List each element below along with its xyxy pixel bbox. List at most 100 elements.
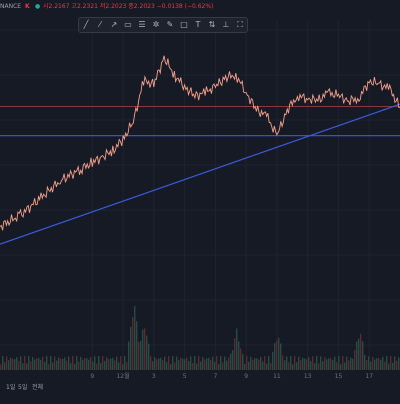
volume-bar	[244, 363, 246, 370]
range-1d[interactable]: 1일	[6, 384, 16, 391]
volume-bar	[186, 357, 188, 370]
volume-bar	[110, 358, 112, 370]
volume-bar	[260, 356, 262, 370]
volume-bar	[202, 356, 204, 370]
volume-bar	[300, 360, 302, 370]
horizontal-line-icon[interactable]: ⁄	[99, 20, 101, 29]
volume-bar	[294, 356, 296, 370]
volume-bar	[366, 360, 368, 370]
measure-icon[interactable]: ⊥	[222, 20, 230, 29]
text-icon[interactable]: T	[195, 20, 201, 29]
parallel-channel-icon[interactable]: ▭	[124, 20, 132, 29]
volume-bar	[146, 335, 148, 370]
volume-bar	[384, 361, 386, 370]
volume-bar	[288, 362, 290, 370]
fib-retracement-icon[interactable]: ☰	[138, 20, 146, 29]
volume-bar	[342, 356, 344, 370]
volume-bar	[284, 360, 286, 370]
volume-bar	[258, 359, 260, 370]
volume-bar	[392, 362, 394, 370]
volume-bar	[176, 356, 178, 370]
volume-bar	[254, 357, 256, 370]
volume-bar	[394, 356, 396, 370]
volume-bar	[126, 362, 128, 370]
volume-bar	[90, 356, 92, 370]
volume-bar	[220, 356, 222, 370]
volume-bar	[8, 360, 10, 370]
fullscreen-icon[interactable]: ⛶	[237, 20, 243, 29]
volume-bar	[84, 358, 86, 370]
volume-bar	[340, 364, 342, 370]
range-selector: 1일 5일 전체	[0, 382, 60, 394]
volume-bar	[54, 356, 56, 370]
volume-bar	[232, 349, 234, 370]
volume-bar	[250, 356, 252, 370]
volume-bar	[34, 359, 36, 370]
volume-bar	[318, 363, 320, 370]
volume-bar	[368, 356, 370, 370]
volume-bar	[268, 356, 270, 370]
trendline-icon[interactable]: ╱	[83, 20, 89, 29]
brush-icon[interactable]: ✎	[166, 20, 174, 29]
volume-bar	[72, 356, 74, 370]
range-all[interactable]: 전체	[32, 384, 44, 391]
volume-bar	[12, 358, 14, 370]
volume-bar	[336, 362, 338, 370]
volume-bar	[302, 357, 304, 370]
volume-bar	[252, 359, 254, 370]
volume-bar	[286, 356, 288, 370]
volume-bar	[314, 363, 316, 370]
volume-bar	[156, 359, 158, 370]
volume-bar	[94, 356, 96, 370]
volume-bar	[20, 356, 22, 370]
pattern-icon[interactable]: ✲	[152, 20, 160, 29]
ray-icon[interactable]: ↗	[110, 20, 118, 29]
volume-bar	[324, 357, 326, 370]
x-tick-label: 12월	[116, 372, 129, 380]
volume-bar	[86, 358, 88, 370]
volume-bar	[116, 356, 118, 370]
volume-bar	[150, 356, 152, 370]
long-position-icon[interactable]: ⇅	[208, 20, 216, 29]
volume-bar	[312, 356, 314, 370]
volume-bar	[362, 341, 364, 370]
volume-bar	[334, 356, 336, 370]
volume-bar	[306, 359, 308, 370]
volume-bar	[376, 358, 378, 370]
volume-bar	[264, 356, 266, 370]
volume-bar	[152, 361, 154, 370]
volume-bar	[142, 329, 144, 370]
volume-bar	[124, 356, 126, 370]
volume-bar	[130, 326, 132, 370]
volume-bar	[304, 358, 306, 370]
volume-bar	[64, 357, 66, 370]
volume-bar	[16, 357, 18, 370]
x-tick-label: 3	[152, 373, 156, 380]
range-5d[interactable]: 5일	[18, 384, 28, 391]
volume-bar	[248, 361, 250, 370]
symbol-name[interactable]: NANCE	[0, 3, 22, 10]
volume-bar	[36, 358, 38, 370]
volume-bar	[60, 358, 62, 370]
volume-bar	[14, 359, 16, 370]
volume-bar	[310, 361, 312, 370]
volume-bar	[328, 358, 330, 370]
volume-bar	[390, 356, 392, 370]
volume-bar	[164, 356, 166, 370]
volume-bar	[194, 356, 196, 370]
ohlc-readout: 시2.2167 고2.2321 저2.2023 종2.2023 −0.0138 …	[43, 3, 214, 10]
volume-bar	[196, 363, 198, 370]
volume-bar	[338, 356, 340, 370]
rectangle-icon[interactable]: □	[180, 20, 188, 29]
volume-bar	[48, 364, 50, 370]
volume-bar	[22, 363, 24, 370]
volume-bar	[350, 357, 352, 370]
volume-bar	[148, 343, 150, 370]
volume-bar	[168, 356, 170, 370]
volume-bar	[166, 362, 168, 370]
volume-bar	[272, 351, 274, 370]
volume-bar	[122, 364, 124, 370]
volume-bar	[326, 359, 328, 370]
